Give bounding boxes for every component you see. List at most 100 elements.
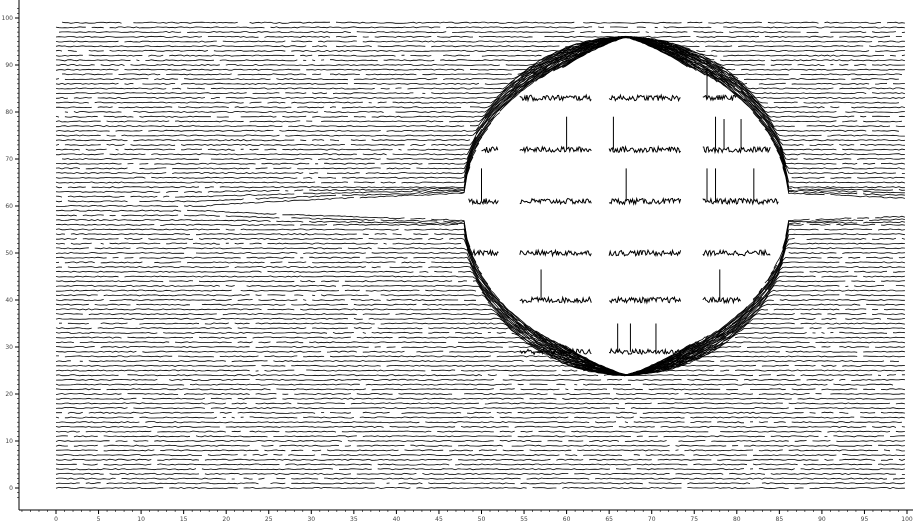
- trace-line: [56, 247, 905, 376]
- y-tick-label: 40: [5, 297, 13, 304]
- trace-line: [55, 430, 905, 433]
- x-tick-label: 60: [563, 516, 571, 523]
- trace-line: [55, 425, 905, 428]
- trace-line: [55, 477, 905, 480]
- trace-line: [55, 364, 905, 376]
- trace-line: [55, 416, 906, 419]
- x-tick-label: 10: [137, 516, 145, 523]
- signal-segment: [608, 196, 682, 206]
- trace-line: [58, 322, 905, 376]
- trace-line: [55, 402, 905, 405]
- x-tick-label: 65: [605, 516, 613, 523]
- trace-line: [55, 261, 906, 376]
- signal-segment: [608, 144, 681, 154]
- trace-line: [55, 36, 905, 203]
- trace-line: [55, 468, 905, 471]
- trace-line: [55, 463, 906, 466]
- trace-line: [55, 454, 905, 457]
- trace-line: [55, 482, 906, 485]
- trace-line: [55, 331, 905, 376]
- x-tick-label: 5: [97, 516, 101, 523]
- trace-line: [55, 411, 905, 414]
- x-tick-label: 100: [901, 516, 913, 523]
- y-tick-label: 80: [5, 109, 13, 116]
- signal-segment: [481, 145, 499, 154]
- x-tick-label: 20: [222, 516, 230, 523]
- x-tick-label: 95: [861, 516, 869, 523]
- x-tick-label: 40: [393, 516, 401, 523]
- y-tick-label: 100: [2, 15, 14, 22]
- y-tick-label: 60: [5, 203, 13, 210]
- trace-line: [55, 36, 905, 156]
- trace-line: [55, 374, 905, 377]
- signal-segment: [702, 197, 779, 206]
- trace-line: [55, 444, 905, 447]
- signal-segment: [468, 198, 499, 206]
- signal-segment: [519, 93, 592, 103]
- y-tick-label: 20: [5, 391, 13, 398]
- trace-line: [56, 384, 905, 385]
- x-tick-label: 75: [690, 516, 698, 523]
- signal-segment: [519, 295, 592, 305]
- y-tick-label: 90: [5, 62, 13, 69]
- y-tick-label: 30: [5, 344, 13, 351]
- x-tick-label: 30: [307, 516, 315, 523]
- trace-line: [55, 36, 905, 175]
- trace-line: [55, 435, 905, 438]
- signal-segment: [702, 145, 771, 155]
- y-tick-label: 70: [5, 156, 13, 163]
- y-tick-label: 50: [5, 250, 13, 257]
- trace-line: [55, 407, 905, 410]
- trace-line: [55, 472, 905, 475]
- x-tick-label: 85: [776, 516, 784, 523]
- trace-line: [58, 31, 905, 34]
- signal-segment: [519, 197, 592, 206]
- x-tick-label: 35: [350, 516, 358, 523]
- signal-segment: [608, 295, 682, 305]
- trace-line: [56, 361, 905, 376]
- trace-line: [55, 327, 906, 376]
- signal-segment: [702, 94, 737, 102]
- signal-segment: [519, 347, 592, 356]
- trace-line: [55, 294, 905, 376]
- signal-segment: [608, 248, 682, 257]
- trace-line: [55, 36, 905, 90]
- signal-segment: [519, 145, 592, 154]
- trace-line: [56, 37, 905, 80]
- trace-line: [55, 36, 905, 142]
- trace-line: [55, 37, 905, 179]
- trace-line: [61, 21, 905, 24]
- x-tick-label: 90: [818, 516, 826, 523]
- trace-line: [55, 36, 905, 43]
- signal-segment: [702, 296, 741, 305]
- trace-line: [55, 37, 905, 193]
- trace-line: [55, 449, 905, 452]
- trace-line: [55, 421, 902, 424]
- trace-line: [55, 458, 906, 461]
- x-tick-label: 55: [520, 516, 528, 523]
- x-tick-label: 25: [265, 516, 273, 523]
- trace-line: [64, 36, 905, 114]
- x-tick-label: 70: [648, 516, 656, 523]
- trace-line: [55, 26, 905, 29]
- trace-line: [55, 36, 905, 118]
- trace-line: [55, 486, 905, 490]
- y-tick-label: 0: [9, 485, 13, 492]
- x-tick-label: 0: [54, 516, 58, 523]
- signal-segment: [472, 248, 499, 257]
- trace-line: [55, 280, 905, 376]
- trace-line: [55, 397, 905, 400]
- trace-line: [56, 36, 905, 128]
- axes-layer: 0 5 10 15 20 25 30 35 40 45 50 55 60 65 70 75 80 85 90 95 10…: [2, 0, 913, 523]
- inner-segment-layer: [468, 67, 779, 356]
- trace-layer: [55, 21, 906, 490]
- signal-segment: [519, 248, 592, 258]
- x-tick-label: 50: [478, 516, 486, 523]
- signal-segment: [608, 347, 682, 356]
- trace-line: [55, 36, 902, 123]
- trace-line: [55, 350, 905, 376]
- trace-line: [55, 378, 905, 381]
- trace-line: [55, 35, 902, 38]
- trace-line: [55, 37, 905, 146]
